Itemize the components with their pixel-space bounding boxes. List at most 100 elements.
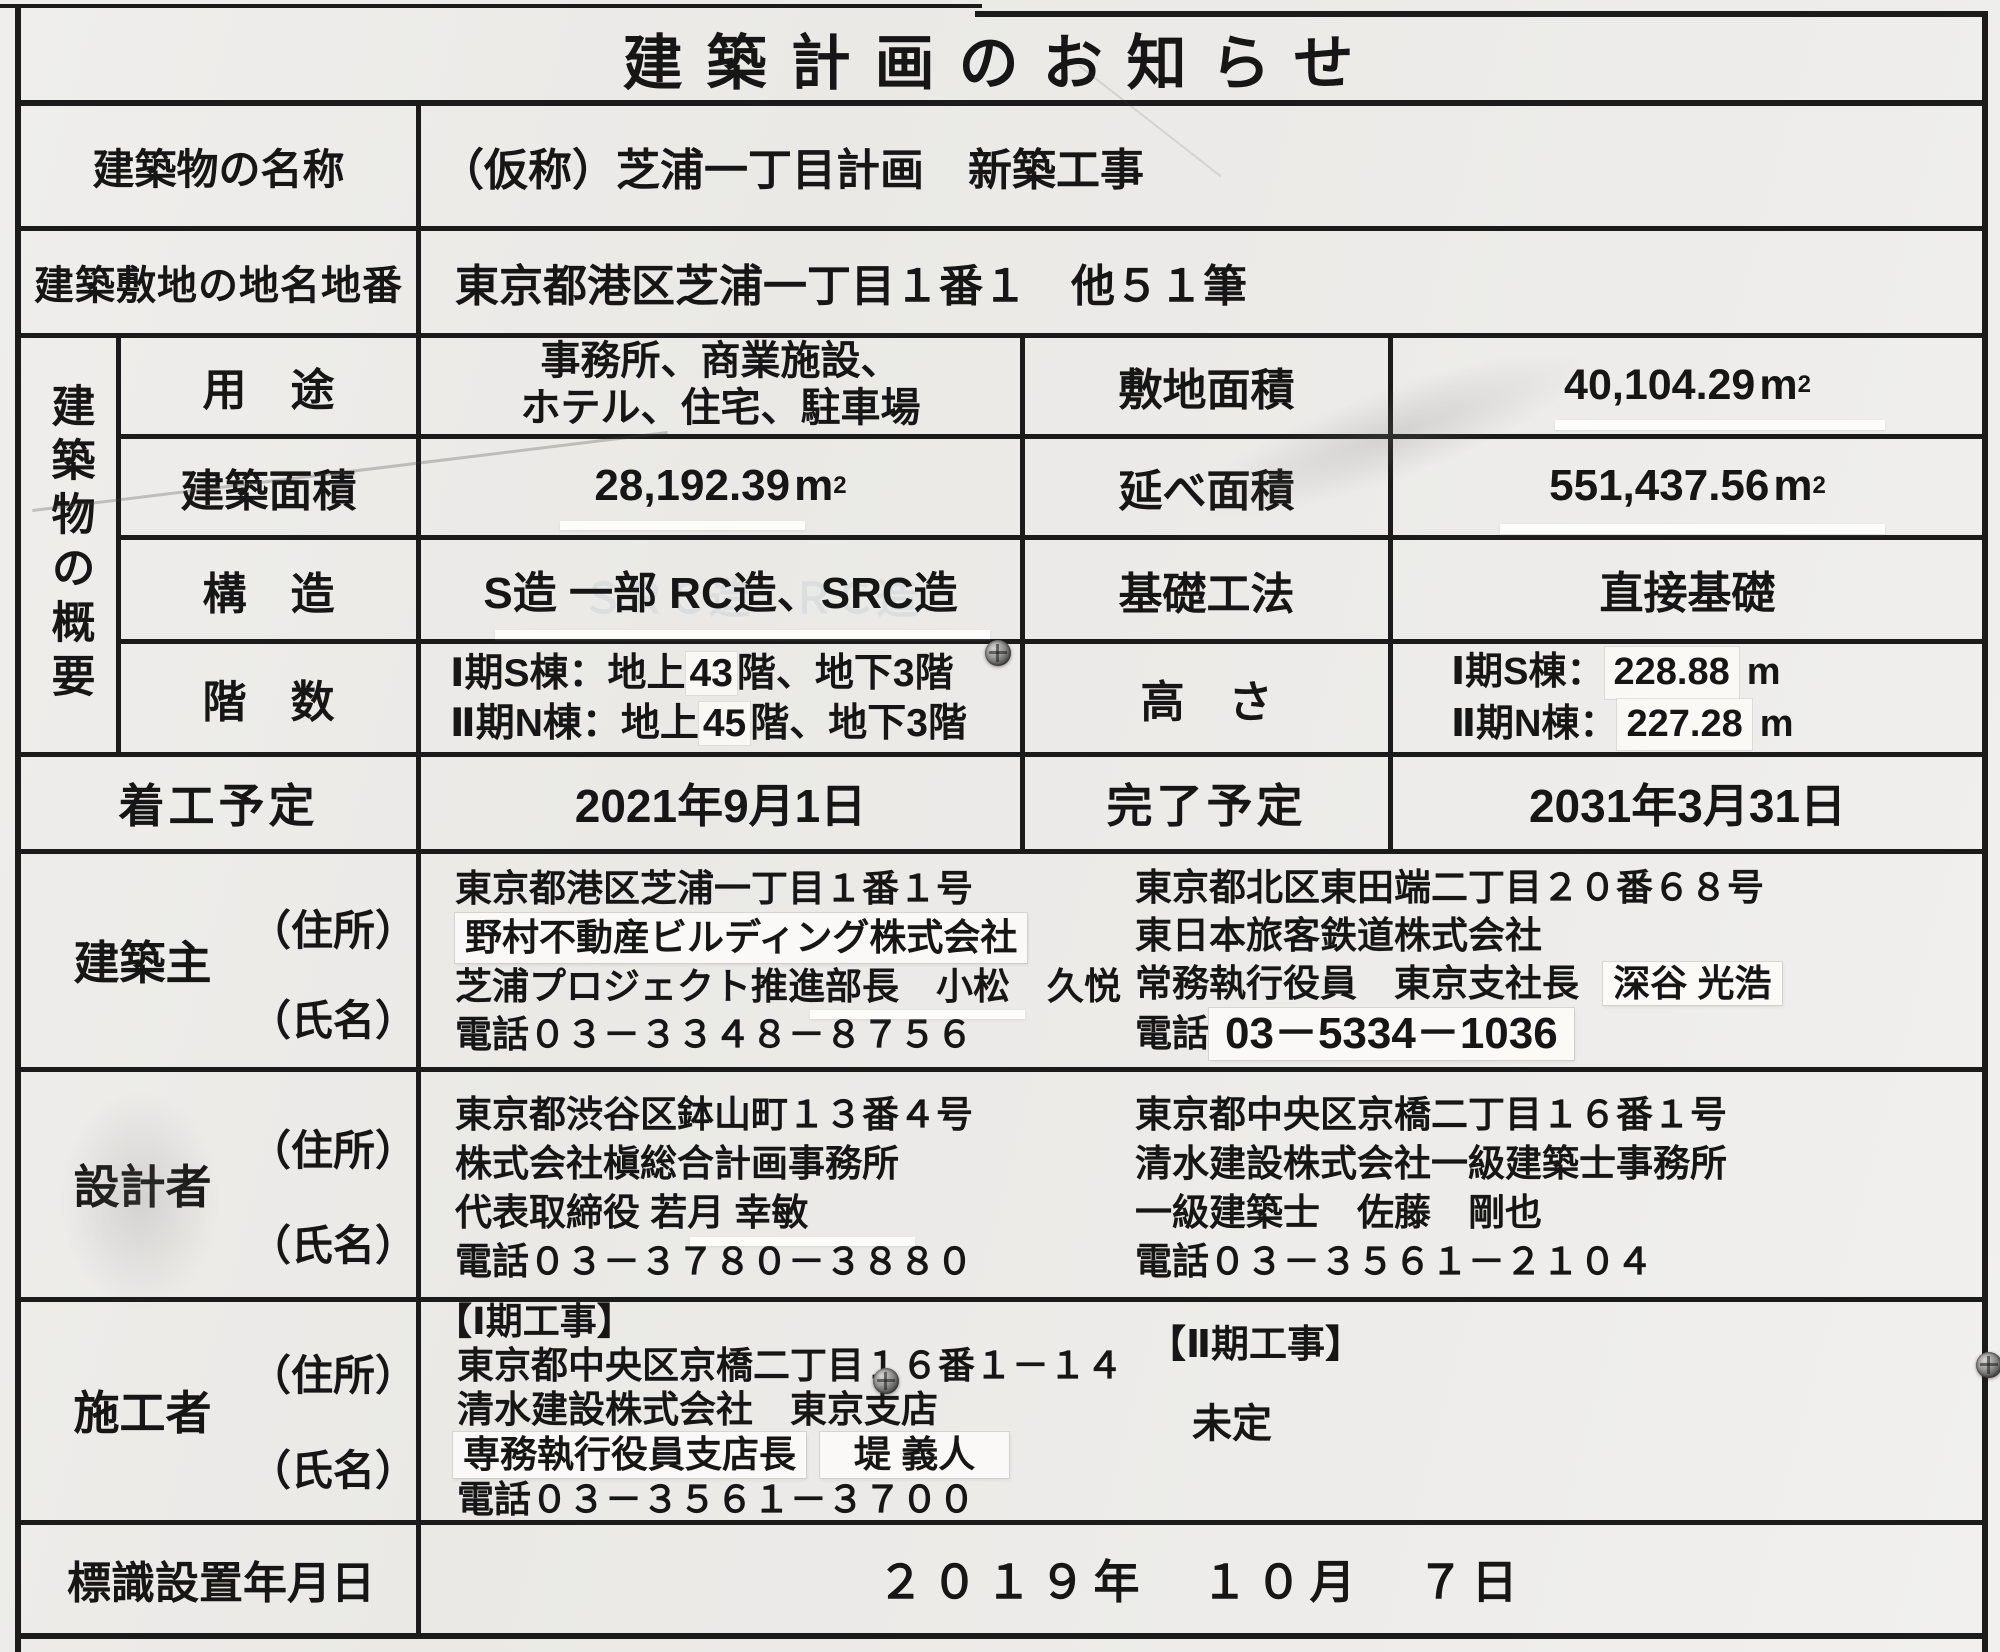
height-label: 高 さ [1140, 678, 1273, 727]
owner-left-block: 東京都港区芝浦一丁目１番１号 野村不動産ビルディング株式会社 芝浦プロジェクト推… [455, 864, 1121, 1060]
contractor-left-person: 専務執行役員支店長 長 石堤 義人 [453, 1432, 1010, 1478]
owner-right-phone-number: 03－5334－1036 [1225, 1009, 1558, 1058]
border-line [1982, 11, 1988, 1652]
correction-tape [810, 1010, 1025, 1019]
border-line [116, 336, 121, 757]
correction-tape [690, 1237, 915, 1246]
site-area-number: 40,104.29 [1564, 360, 1756, 409]
border-line [116, 535, 1988, 540]
height-line2: Ⅱ期N棟： 220.55 227.28 m [1451, 688, 1794, 750]
contractor-address-paren: （住所） [248, 1351, 417, 1399]
site-area-value: 40,104.29 m 2 [1393, 336, 1982, 434]
floors-line2-suffix: 階、地下3階 [750, 701, 967, 745]
contractor-left-phase: 【Ⅰ期工事】 [435, 1301, 634, 1342]
designer-left-company: 株式会社槇総合計画事務所 [455, 1143, 899, 1184]
correction-tape [560, 521, 805, 530]
completion-date-value: 2031年3月31日 [1528, 780, 1847, 832]
height-line1-number: 228.88 [1613, 651, 1730, 694]
height-line1-sticker: 228.55 228.88 [1604, 636, 1739, 699]
border-line [1020, 336, 1025, 854]
contractor-left-phone: 電話０３－３５６１－３７００ [457, 1479, 975, 1520]
owner-right-block: 東京都北区東田端二丁目２０番６８号 東日本旅客鉄道株式会社 常務執行役員 東京支… [1135, 864, 1965, 1060]
contractor-left-company: 清水建設株式会社 東京支店 [457, 1389, 938, 1430]
border-line [15, 226, 1988, 231]
contractor-left-address: 東京都中央区京橋二丁目１６番１－１４ [457, 1345, 1123, 1386]
sign-date-label: 標識設置年月日 [67, 1559, 375, 1608]
use-value-line2: ホテル、住宅、駐車場 [520, 386, 921, 430]
height-line1-prefix: Ⅰ期S棟： [1451, 651, 1605, 694]
border-line [15, 1297, 1988, 1302]
floors-line2-number: 45 [698, 701, 751, 745]
border-line [0, 4, 982, 8]
designer-right-block: 東京都中央区京橋二丁目１６番１号 清水建設株式会社一級建築士事務所 一級建築士 … [1135, 1090, 1965, 1286]
designer-right-address: 東京都中央区京橋二丁目１６番１号 [1135, 1094, 1727, 1135]
building-name-value: （仮称）芝浦一丁目計画 新築工事 [440, 146, 1144, 195]
contractor-right-value: 未定 [1192, 1402, 1272, 1446]
owner-left-person: 芝浦プロジェクト推進部長 小松 久悦 [455, 966, 1121, 1007]
border-line [15, 4, 21, 1652]
overview-group-label: 建築物の概要 [44, 383, 94, 707]
use-label: 用 途 [202, 366, 335, 415]
owner-name-paren: （氏名） [248, 996, 417, 1044]
bolt-screw [985, 640, 1011, 666]
height-line2-prefix: Ⅱ期N棟： [1451, 702, 1618, 745]
building-area-label: 建築面積 [180, 467, 357, 516]
total-area-number: 551,437.56 [1549, 461, 1770, 510]
floors-line1-prefix: Ⅰ期S棟：地上 [450, 651, 686, 695]
correction-tape [495, 630, 990, 639]
contractor-section-label: 施工者 [73, 1387, 212, 1439]
sign-date-value: ２０１９年 １０月 ７日 [877, 1556, 1526, 1608]
floors-line1-number: 43 [685, 651, 737, 695]
designer-name-paren: （氏名） [248, 1221, 417, 1269]
start-date-value: 2021年9月1日 [574, 780, 867, 832]
owner-right-person-title: 常務執行役員 東京支社長 [1135, 963, 1579, 1004]
owner-left-phone: 電話０３－３３４８－８７５６ [455, 1014, 973, 1055]
floors-line1: Ⅰ期S棟：地上 43 階、地下3階 [450, 649, 954, 699]
border-line [1388, 336, 1393, 854]
use-value-line1: 事務所、商業施設、 [540, 338, 901, 383]
owner-right-company: 東日本旅客鉄道株式会社 [1135, 915, 1542, 956]
owner-left-address: 東京都港区芝浦一丁目１番１号 [455, 868, 973, 909]
height-value: Ⅰ期S棟： 228.55 228.88 m Ⅱ期N棟： 220.55 227.28 … [1393, 636, 1982, 752]
structure-value: S造 一部 RC造、SRC造 [483, 568, 958, 618]
contractor-person-title-sticker: 専務執行役員支店長 [453, 1432, 806, 1478]
designer-left-block: 東京都渋谷区鉢山町１３番４号 株式会社槇総合計画事務所 代表取締役 若月 幸敏 … [455, 1090, 1025, 1286]
floors-line2: Ⅱ期N棟：地上 45 階、地下3階 [450, 699, 967, 749]
building-area-value: 28,192.39 m 2 [421, 437, 1020, 535]
border-line [15, 752, 1988, 757]
structure-ghost-text: ＳＲＣ造 ＲＣ造 [581, 574, 918, 622]
owner-right-phone-sticker: ０３－５６９２－６１１４ 03－5334－1036 [1191, 1008, 1623, 1060]
designer-right-person: 一級建築士 佐藤 剛也 [1135, 1192, 1542, 1233]
floors-line1-suffix: 階、地下3階 [736, 651, 954, 695]
completion-date-label: 完了予定 [1106, 780, 1307, 832]
total-area-value: 551,437.56 m 2 [1393, 437, 1982, 535]
designer-right-company: 清水建設株式会社一級建築士事務所 [1135, 1143, 1727, 1184]
border-line [116, 434, 1988, 439]
owner-right-address: 東京都北区東田端二丁目２０番６８号 [1135, 867, 1764, 908]
building-name-label: 建築物の名称 [92, 145, 345, 193]
meter-unit: m [1759, 702, 1794, 745]
floors-value: Ⅰ期S棟：地上 43 階、地下3階 Ⅱ期N棟：地上 45 階、地下3階 [450, 645, 1020, 752]
border-line [15, 849, 1988, 854]
building-area-number: 28,192.39 [594, 461, 791, 510]
designer-left-person: 代表取締役 若月 幸敏 [455, 1192, 809, 1233]
sqm-exp: 2 [833, 472, 847, 499]
structure-label: 構 造 [202, 570, 335, 619]
meter-unit: m [1746, 651, 1781, 694]
designer-right-phone: 電話０３－３５６１－２１０４ [1135, 1241, 1653, 1282]
border-line [15, 100, 1988, 106]
owner-right-phone: 電話 ０３－５６９２－６１１４ 03－5334－1036 [1135, 1008, 1623, 1060]
contractor-name-paren: （氏名） [248, 1446, 417, 1494]
owner-address-paren: （住所） [248, 906, 417, 954]
owner-right-person: 常務執行役員 東京支社長 深谷 光浩 [1135, 960, 1782, 1008]
site-address-label: 建築敷地の地名地番 [34, 264, 403, 308]
sqm-exp: 2 [1812, 472, 1826, 499]
border-line [116, 639, 1988, 644]
sqm-unit: m [1759, 360, 1798, 409]
start-date-label: 着工予定 [118, 780, 319, 832]
sqm-exp: 2 [1797, 371, 1811, 398]
contractor-right-phase: 【Ⅱ期工事】 [1148, 1323, 1364, 1366]
owner-right-person-name-sticker: 深谷 光浩 [1603, 962, 1782, 1005]
height-line2-number: 227.28 [1626, 702, 1743, 745]
